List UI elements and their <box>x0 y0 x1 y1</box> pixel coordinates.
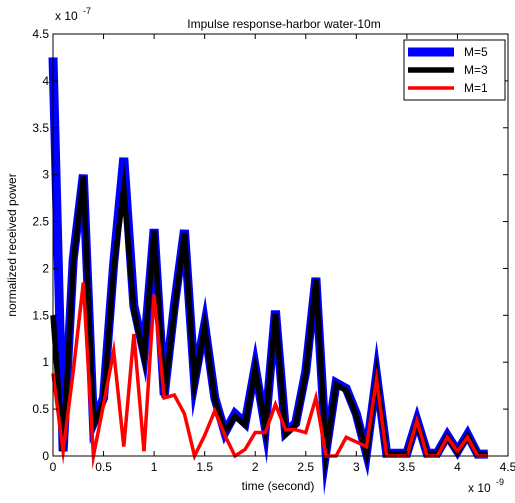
x-tick-label: 3.5 <box>399 460 416 474</box>
y-tick-label: 2 <box>42 261 49 275</box>
y-tick-label: 1 <box>42 355 49 369</box>
x-tick-label: 2 <box>252 460 259 474</box>
legend-label: M=1 <box>464 81 488 95</box>
y-axis-label: normalized received power <box>5 173 19 316</box>
y-tick-label: 4 <box>42 74 49 88</box>
x-tick-label: 0 <box>50 460 57 474</box>
y-tick-label: 2.5 <box>32 215 49 229</box>
y-tick-label: 0 <box>42 449 49 463</box>
y-exponent-base: x 10 <box>55 9 78 23</box>
legend: M=5 M=3 M=1 <box>403 39 506 101</box>
y-tick-label: 4.5 <box>32 27 49 41</box>
x-axis-label: time (second) <box>242 479 315 493</box>
x-exponent: x 10 -9 <box>468 477 504 495</box>
legend-label: M=3 <box>464 63 488 77</box>
x-tick-label: 2.5 <box>297 460 314 474</box>
x-exponent-power: -9 <box>496 477 504 487</box>
x-tick-label: 4 <box>454 460 461 474</box>
legend-label: M=5 <box>464 45 488 59</box>
series-line-m-1 <box>51 282 488 470</box>
x-tick-label: 3 <box>353 460 360 474</box>
y-tick-label: 1.5 <box>32 308 49 322</box>
chart-title: Impulse response-harbor water-10m <box>187 17 380 31</box>
x-tick-label: 0.5 <box>95 460 112 474</box>
y-tick-label: 3.5 <box>32 121 49 135</box>
x-exponent-base: x 10 <box>468 481 491 495</box>
x-tick-label: 1 <box>151 460 158 474</box>
y-exponent-power: -7 <box>83 6 91 16</box>
y-exponent: x 10 -7 <box>55 6 91 23</box>
y-tick-label: 0.5 <box>32 402 49 416</box>
y-tick-label: 3 <box>42 168 49 182</box>
x-tick-label: 1.5 <box>196 460 213 474</box>
x-tick-label: 4.5 <box>500 460 515 474</box>
plot-frame <box>52 33 509 457</box>
plot-layer: 0 0.5 1 1.5 2 2.5 3 3.5 4 4.5 0 0.5 1 1.5 2 2.5 3 3.5 4 4.5 <box>32 27 515 496</box>
